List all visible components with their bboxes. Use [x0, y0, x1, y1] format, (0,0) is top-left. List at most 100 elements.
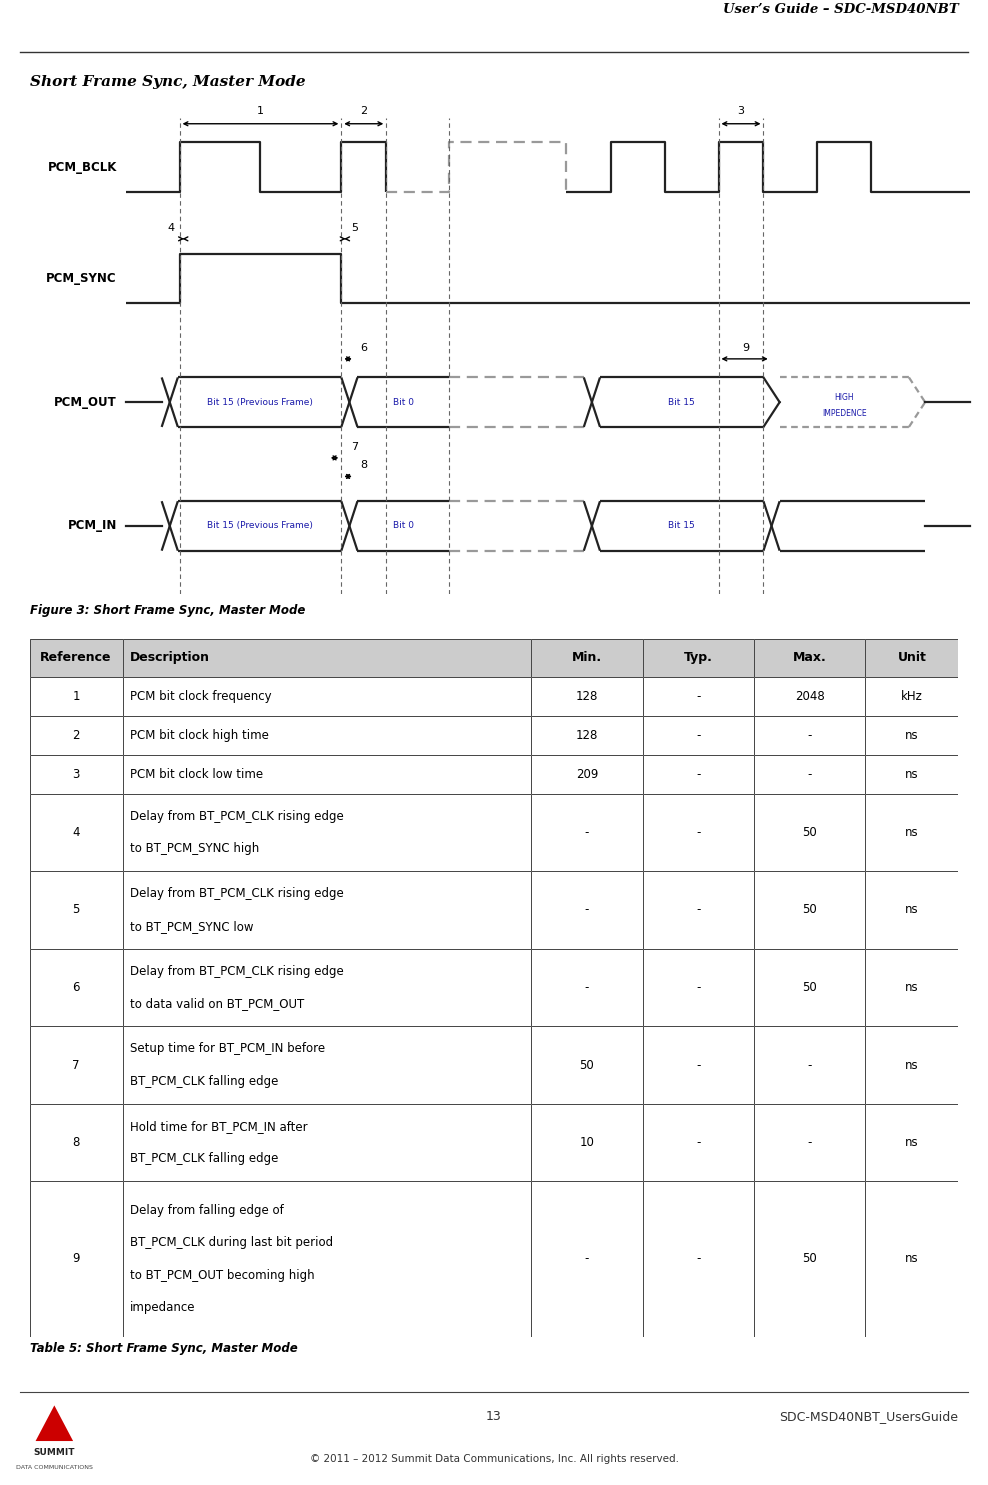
Text: Bit 0: Bit 0 [393, 521, 414, 530]
Text: Min.: Min. [572, 652, 602, 664]
Bar [30, 716, 123, 754]
Bar [642, 754, 754, 793]
Text: 1: 1 [257, 107, 264, 116]
Bar [30, 1026, 123, 1103]
Bar [123, 754, 532, 793]
Bar [123, 793, 532, 872]
Bar [123, 793, 532, 872]
Bar [532, 872, 642, 949]
Bar [754, 1182, 865, 1337]
Text: BT_PCM_CLK falling edge: BT_PCM_CLK falling edge [130, 1075, 279, 1089]
Bar [642, 793, 754, 872]
Text: 209: 209 [576, 768, 598, 781]
Bar [642, 1026, 754, 1103]
Text: BT_PCM_CLK during last bit period: BT_PCM_CLK during last bit period [130, 1236, 333, 1249]
Bar [123, 716, 532, 754]
Bar [754, 793, 865, 872]
Text: PCM_IN: PCM_IN [67, 520, 117, 533]
Bar [532, 1026, 642, 1103]
Text: impedance: impedance [130, 1301, 196, 1314]
Bar [865, 949, 958, 1026]
Text: 50: 50 [802, 982, 817, 993]
Text: 4: 4 [72, 826, 80, 839]
Bar [30, 949, 123, 1026]
Text: -: - [807, 1059, 812, 1072]
Text: IMPEDENCE: IMPEDENCE [822, 408, 866, 417]
Bar [754, 639, 865, 677]
Bar [30, 639, 123, 677]
Bar [123, 1103, 532, 1182]
Bar [532, 639, 642, 677]
Text: 2: 2 [361, 107, 368, 116]
Bar [30, 949, 123, 1026]
Text: Typ.: Typ. [684, 652, 712, 664]
Text: ns: ns [905, 729, 919, 742]
Bar [642, 949, 754, 1026]
Bar [754, 639, 865, 677]
Bar [30, 1026, 123, 1103]
Bar [865, 754, 958, 793]
Text: Description: Description [130, 652, 209, 664]
Bar [30, 872, 123, 949]
Text: 9: 9 [72, 1252, 80, 1265]
Text: Delay from BT_PCM_CLK rising edge: Delay from BT_PCM_CLK rising edge [130, 809, 344, 823]
Bar [123, 754, 532, 793]
Bar [754, 754, 865, 793]
Text: 6: 6 [361, 343, 368, 352]
Text: PCM bit clock high time: PCM bit clock high time [130, 729, 269, 742]
Bar [754, 716, 865, 754]
Text: 8: 8 [361, 460, 368, 471]
Text: 7: 7 [351, 441, 359, 451]
Text: -: - [807, 768, 812, 781]
Text: to BT_PCM_SYNC high: to BT_PCM_SYNC high [130, 842, 259, 855]
Bar [865, 793, 958, 872]
Bar [865, 639, 958, 677]
Bar [865, 754, 958, 793]
Bar [754, 949, 865, 1026]
Text: ns: ns [905, 1252, 919, 1265]
Bar [754, 754, 865, 793]
Bar [532, 1182, 642, 1337]
Bar [123, 1182, 532, 1337]
Bar [123, 639, 532, 677]
Text: -: - [697, 768, 700, 781]
Bar [642, 716, 754, 754]
Bar [642, 639, 754, 677]
Text: -: - [585, 1252, 589, 1265]
Bar [865, 1026, 958, 1103]
Bar [865, 639, 958, 677]
Bar [754, 716, 865, 754]
Bar [754, 1026, 865, 1103]
Text: -: - [807, 729, 812, 742]
Bar [865, 677, 958, 716]
Text: 2: 2 [72, 729, 80, 742]
Bar [123, 949, 532, 1026]
Bar [532, 872, 642, 949]
Bar [754, 872, 865, 949]
Bar [30, 793, 123, 872]
Text: ns: ns [905, 1136, 919, 1149]
Bar [532, 793, 642, 872]
Text: Bit 15 (Previous Frame): Bit 15 (Previous Frame) [206, 521, 312, 530]
Bar [30, 754, 123, 793]
Bar [642, 949, 754, 1026]
Bar [865, 1103, 958, 1182]
Text: Delay from BT_PCM_CLK rising edge: Delay from BT_PCM_CLK rising edge [130, 887, 344, 900]
Bar [532, 1103, 642, 1182]
Text: Bit 0: Bit 0 [393, 398, 414, 407]
Bar [532, 677, 642, 716]
Text: ns: ns [905, 768, 919, 781]
Bar [865, 1026, 958, 1103]
Text: -: - [585, 982, 589, 993]
Bar [30, 677, 123, 716]
Text: Setup time for BT_PCM_IN before: Setup time for BT_PCM_IN before [130, 1042, 325, 1056]
Bar [532, 949, 642, 1026]
Text: BT_PCM_CLK falling edge: BT_PCM_CLK falling edge [130, 1152, 279, 1166]
Bar [754, 872, 865, 949]
Text: 50: 50 [802, 826, 817, 839]
Bar [865, 1103, 958, 1182]
Bar [532, 716, 642, 754]
Text: Figure 3: Short Frame Sync, Master Mode: Figure 3: Short Frame Sync, Master Mode [30, 604, 305, 616]
Text: PCM bit clock frequency: PCM bit clock frequency [130, 691, 272, 704]
Text: Delay from falling edge of: Delay from falling edge of [130, 1204, 284, 1216]
